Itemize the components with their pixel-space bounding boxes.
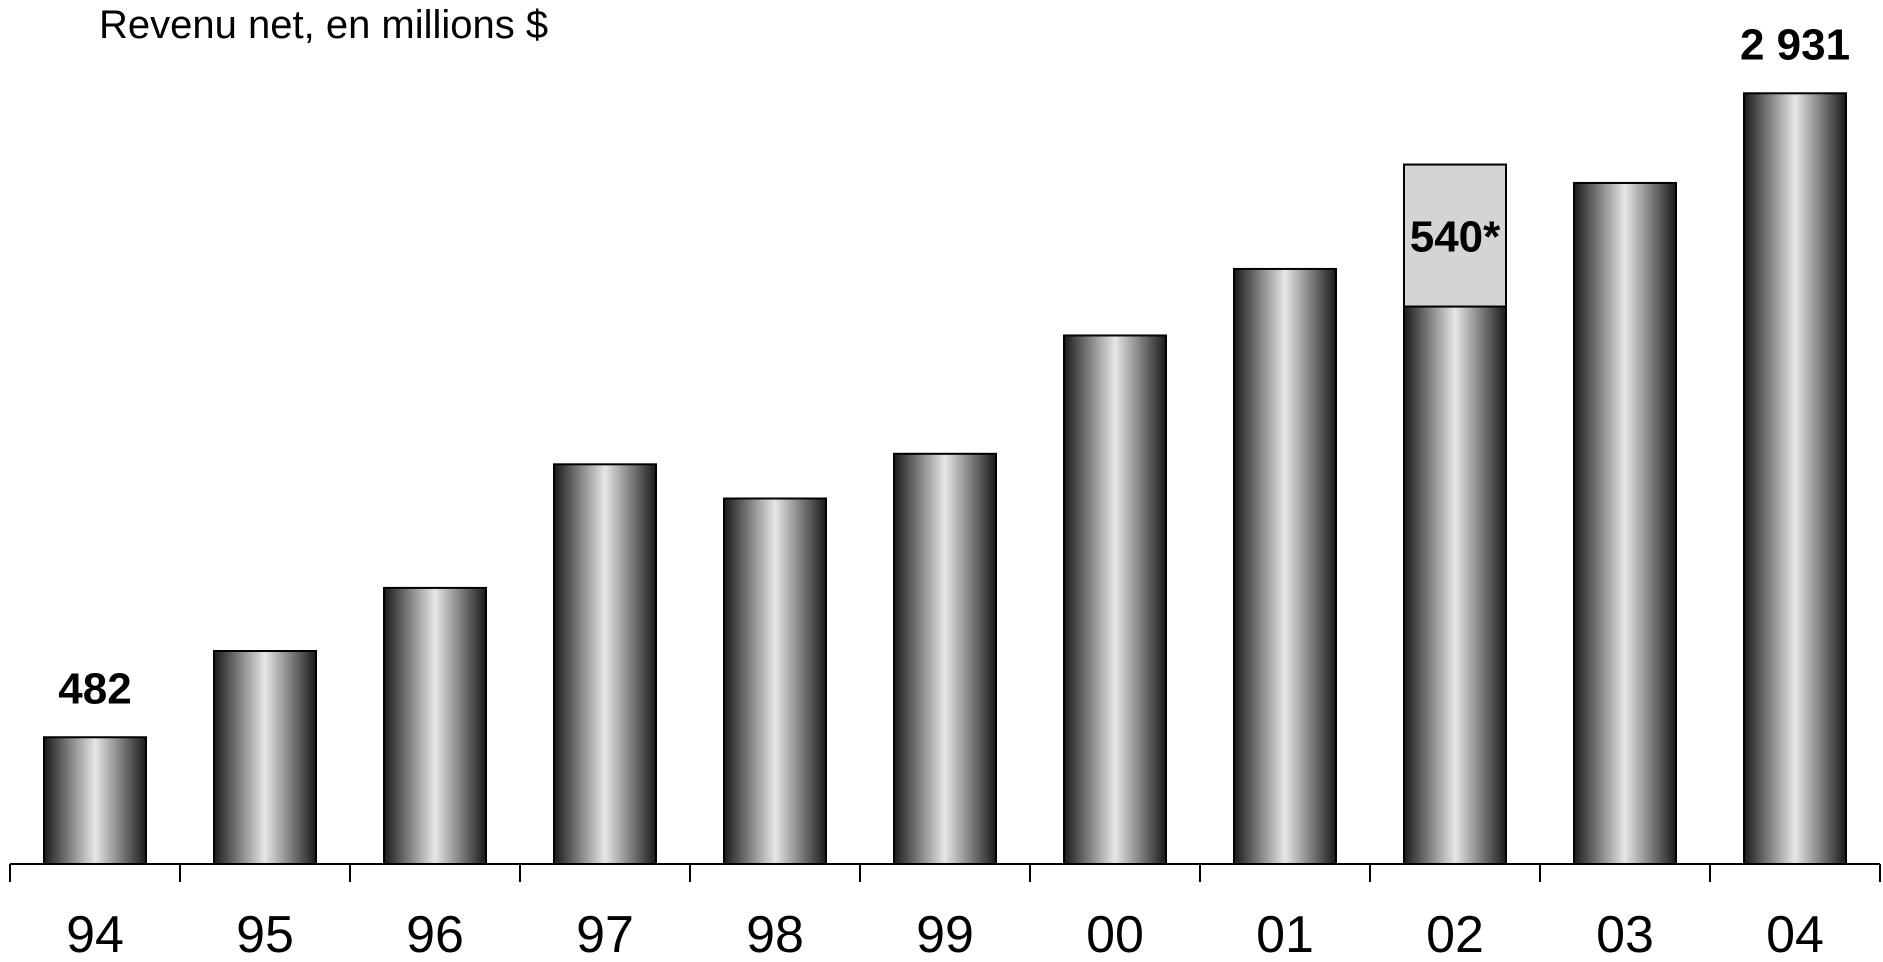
bar-01 [1233, 267, 1337, 865]
x-tick-label-02: 02 [1426, 906, 1484, 962]
x-tick-label-00: 00 [1086, 906, 1144, 962]
bar-03 [1573, 181, 1677, 865]
bar-94 [43, 736, 147, 865]
data-label-04: 2 931 [1740, 20, 1850, 69]
x-tick-label-97: 97 [576, 906, 634, 962]
bars-group [43, 92, 1847, 866]
bar-97 [553, 463, 657, 865]
segment-label-02: 540* [1410, 213, 1501, 262]
bar-99 [893, 452, 997, 865]
x-tick-label-95: 95 [236, 906, 294, 962]
chart-title: Revenu net, en millions $ [99, 3, 548, 47]
bar-00 [1063, 334, 1167, 865]
labels-group: 540* 482 2 931 [58, 20, 1850, 713]
bar-04 [1743, 92, 1847, 866]
data-label-94: 482 [58, 664, 131, 713]
x-tick-label-99: 99 [916, 906, 974, 962]
x-tick-label-01: 01 [1256, 906, 1314, 962]
bar-98 [723, 497, 827, 865]
x-tick-label-94: 94 [66, 906, 124, 962]
bar-96 [383, 586, 487, 865]
x-tick-label-04: 04 [1766, 906, 1824, 962]
bar-02 [1403, 305, 1507, 865]
bar-segment-02 [1403, 163, 1507, 308]
x-axis: 94 95 96 97 98 99 00 01 02 03 04 [9, 863, 1881, 962]
bar-95 [213, 650, 317, 865]
x-tick-label-03: 03 [1596, 906, 1654, 962]
x-tick-label-96: 96 [406, 906, 464, 962]
x-tick-label-98: 98 [746, 906, 804, 962]
